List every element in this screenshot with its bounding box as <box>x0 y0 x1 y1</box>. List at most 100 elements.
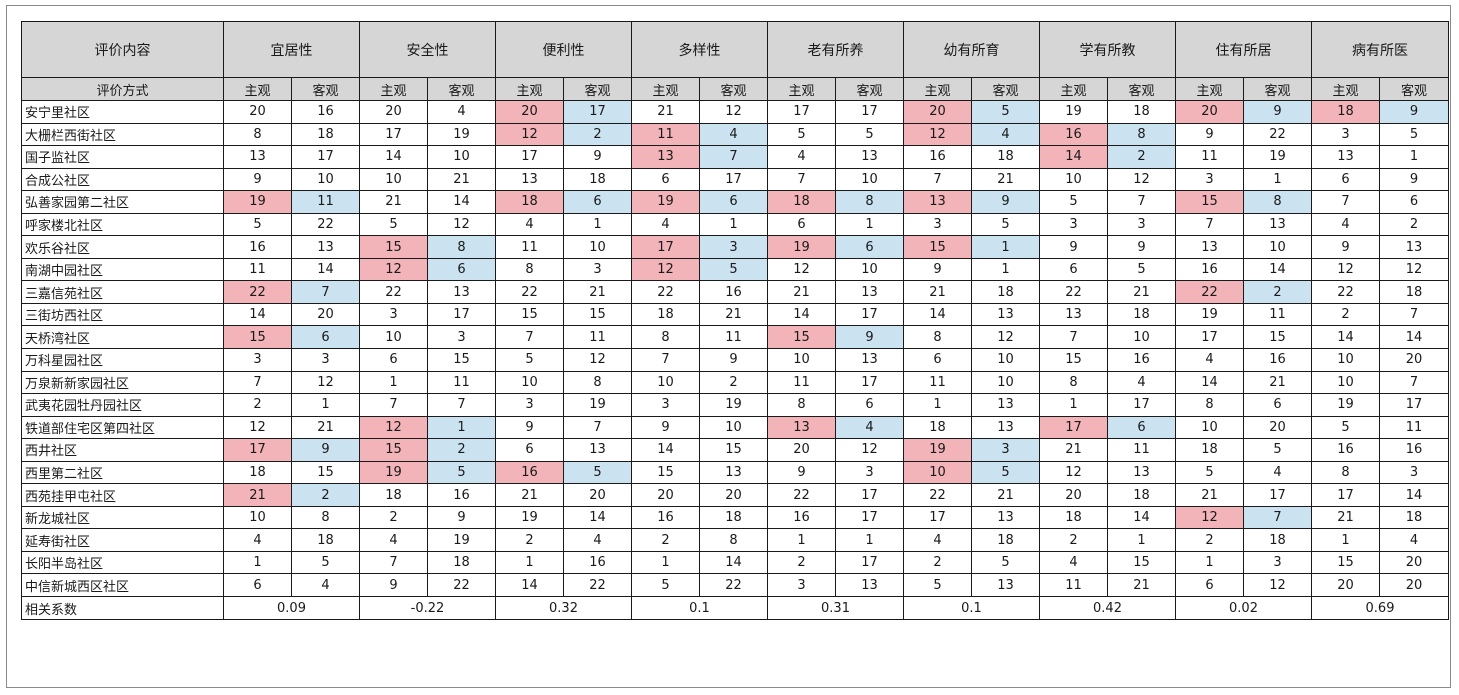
score-cell: 13 <box>427 280 496 304</box>
score-cell: 7 <box>1379 370 1449 395</box>
score-cell: 12 <box>291 370 360 395</box>
table-row: 中信新城西区社区 6 4 9 22 14 22 5 22 3 13 5 13 11 21 6 12 20 20 <box>21 573 1449 598</box>
score-cell: 6 <box>495 438 564 462</box>
score-cell: 16 <box>699 280 768 304</box>
score-cell: 3 <box>563 257 632 282</box>
score-cell: 12 <box>223 415 292 440</box>
table-row: 弘善家园第二社区 19 11 21 14 18 6 19 6 18 8 13 9 5 7 15 8 7 6 <box>21 190 1449 214</box>
score-cell: 20 <box>1379 550 1449 575</box>
score-cell: 2 <box>631 528 700 552</box>
score-cell: 3 <box>1311 122 1380 147</box>
score-cell: 17 <box>767 100 836 124</box>
score-cell: 11 <box>631 122 700 147</box>
score-cell: 5 <box>1243 438 1312 462</box>
score-cell: 19 <box>1311 393 1380 417</box>
score-cell: 1 <box>835 528 904 552</box>
score-cell: 20 <box>767 438 836 462</box>
table-row: 南湖中园社区 11 14 12 6 8 3 12 5 12 10 9 1 6 5 16 14 12 12 <box>21 257 1449 282</box>
score-cell: 13 <box>835 348 904 372</box>
score-cell: 15 <box>903 235 972 259</box>
correlation-value: 0.1 <box>631 596 768 621</box>
score-cell: 18 <box>767 190 836 214</box>
score-cell: 2 <box>1243 280 1312 304</box>
score-cell: 7 <box>223 370 292 395</box>
score-cell: 10 <box>971 348 1040 372</box>
score-cell: 22 <box>291 212 360 237</box>
score-cell: 15 <box>359 235 428 259</box>
score-cell: 3 <box>359 302 428 327</box>
score-cell: 11 <box>427 370 496 395</box>
score-cell: 14 <box>427 190 496 214</box>
score-cell: 3 <box>631 393 700 417</box>
score-cell: 6 <box>903 348 972 372</box>
table-frame: 评价内容 宜居性 安全性 便利性 多样性 老有所养 幼有所育 学有所教 住有所居 病有所医 评价… <box>6 5 1451 688</box>
score-cell: 5 <box>631 573 700 598</box>
score-cell: 5 <box>767 122 836 147</box>
score-cell: 10 <box>427 145 496 169</box>
score-cell: 15 <box>291 460 360 485</box>
score-cell: 14 <box>1379 325 1449 350</box>
score-cell: 18 <box>1379 280 1449 304</box>
score-cell: 7 <box>495 325 564 350</box>
score-cell: 19 <box>1243 145 1312 169</box>
score-cell: 13 <box>835 280 904 304</box>
score-cell: 9 <box>1379 100 1449 124</box>
table-row: 西井社区 17 9 15 2 6 13 14 15 20 12 19 3 21 11 18 5 16 16 <box>21 438 1449 462</box>
score-cell: 18 <box>495 190 564 214</box>
score-cell: 5 <box>1311 415 1380 440</box>
score-cell: 8 <box>699 528 768 552</box>
score-cell: 2 <box>1311 302 1380 327</box>
header-method-objective: 客观 <box>835 77 904 101</box>
score-cell: 17 <box>903 505 972 530</box>
evaluation-table: 评价内容 宜居性 安全性 便利性 多样性 老有所养 幼有所育 学有所教 住有所居 病有所医 评价… <box>21 21 1449 621</box>
score-cell: 11 <box>767 370 836 395</box>
score-cell: 14 <box>767 302 836 327</box>
score-cell: 10 <box>1311 370 1380 395</box>
score-cell: 19 <box>1175 302 1244 327</box>
score-cell: 2 <box>1039 528 1108 552</box>
header-method-objective: 客观 <box>1243 77 1312 101</box>
score-cell: 7 <box>631 348 700 372</box>
score-cell: 20 <box>1175 100 1244 124</box>
score-cell: 5 <box>1039 190 1108 214</box>
score-cell: 13 <box>631 145 700 169</box>
score-cell: 13 <box>971 415 1040 440</box>
score-cell: 10 <box>495 370 564 395</box>
score-cell: 3 <box>971 438 1040 462</box>
header-row-methods: 评价方式 主观 客观 主观 客观 主观 客观 主观 客观 主观 客观 主观 客观 主观 客观 主观 客观 主观客… <box>21 77 1449 101</box>
score-cell: 4 <box>223 528 292 552</box>
score-cell: 11 <box>699 325 768 350</box>
score-cell: 15 <box>563 302 632 327</box>
score-cell: 14 <box>1175 370 1244 395</box>
score-cell: 9 <box>631 415 700 440</box>
score-cell: 5 <box>359 212 428 237</box>
community-name: 西苑挂甲屯社区 <box>21 483 224 507</box>
score-cell: 15 <box>631 460 700 485</box>
score-cell: 10 <box>903 460 972 485</box>
score-cell: 17 <box>359 122 428 147</box>
score-cell: 4 <box>631 212 700 237</box>
correlation-value: 0.09 <box>223 596 360 621</box>
score-cell: 6 <box>1311 167 1380 192</box>
header-method-label: 评价方式 <box>21 77 224 101</box>
score-cell: 9 <box>903 257 972 282</box>
score-cell: 4 <box>971 122 1040 147</box>
community-name: 安宁里社区 <box>21 100 224 124</box>
score-cell: 12 <box>903 122 972 147</box>
score-cell: 16 <box>291 100 360 124</box>
score-cell: 17 <box>835 550 904 575</box>
score-cell: 1 <box>223 550 292 575</box>
correlation-value: -0.22 <box>359 596 496 621</box>
score-cell: 10 <box>835 257 904 282</box>
score-cell: 1 <box>1311 528 1380 552</box>
score-cell: 17 <box>1107 393 1176 417</box>
score-cell: 5 <box>971 212 1040 237</box>
score-cell: 20 <box>631 483 700 507</box>
score-cell: 13 <box>1379 235 1449 259</box>
table-row: 安宁里社区 20 16 20 4 20 17 21 12 17 17 20 5 19 18 20 9 18 9 <box>21 100 1449 124</box>
score-cell: 13 <box>971 302 1040 327</box>
score-cell: 22 <box>1175 280 1244 304</box>
score-cell: 17 <box>1379 393 1449 417</box>
score-cell: 21 <box>495 483 564 507</box>
score-cell: 18 <box>903 415 972 440</box>
